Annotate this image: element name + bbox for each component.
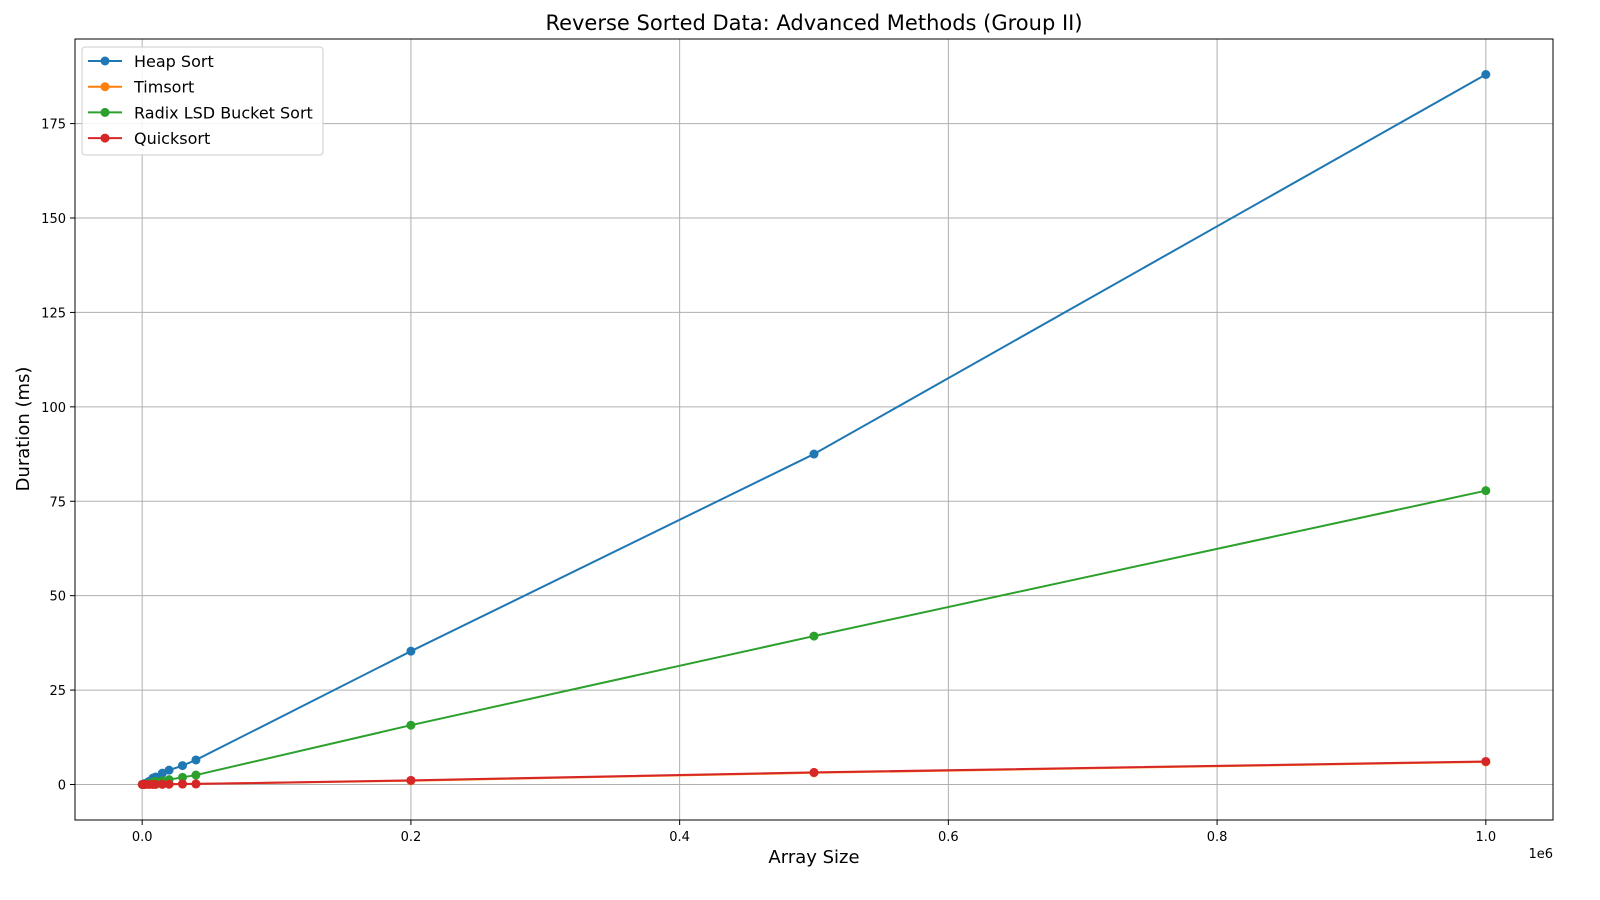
- legend-label: Quicksort: [134, 129, 210, 148]
- legend: Heap Sort Timsort Radix LSD Bucket Sort Qui…: [81, 46, 324, 156]
- data-point-heap-sort: [177, 761, 187, 771]
- data-point-quicksort: [164, 779, 174, 789]
- data-point-heap-sort: [1481, 70, 1491, 79]
- data-point-quicksort: [157, 779, 167, 789]
- data-point-heap-sort: [157, 768, 167, 778]
- y-tick-label: 50: [49, 590, 66, 605]
- x-axis-offset-label: 1e6: [1528, 847, 1553, 862]
- data-point-radix-lsd-bucket-sort: [191, 770, 201, 780]
- data-point-radix-lsd-bucket-sort: [1481, 486, 1491, 496]
- legend-label: Heap Sort: [134, 52, 214, 71]
- grid-layer: [75, 39, 1553, 820]
- data-point-heap-sort: [809, 449, 819, 459]
- data-point-radix-lsd-bucket-sort: [406, 720, 416, 730]
- legend-entry-radix-lsd-bucket-sort: Radix LSD Bucket Sort: [88, 103, 313, 122]
- y-axis-label: Duration (ms): [13, 367, 34, 492]
- data-point-heap-sort: [406, 646, 416, 656]
- legend-label: Timsort: [133, 78, 194, 97]
- y-tick-label: 150: [41, 212, 66, 227]
- legend-swatch-marker: [100, 82, 110, 92]
- y-tick-label: 175: [41, 118, 66, 133]
- x-axis-label: Array Size: [768, 847, 859, 868]
- legend-label: Radix LSD Bucket Sort: [134, 103, 313, 122]
- series-layer: [137, 70, 1491, 789]
- x-tick-label: 0.0: [132, 830, 153, 845]
- data-point-heap-sort: [164, 765, 174, 775]
- legend-swatch-marker: [100, 56, 110, 66]
- series-radix-lsd-bucket-sort: [137, 486, 1491, 789]
- series-quicksort: [137, 756, 1491, 789]
- legend-entry-heap-sort: Heap Sort: [88, 52, 214, 71]
- legend-swatch-marker: [100, 133, 110, 143]
- data-point-heap-sort: [191, 755, 201, 765]
- y-tick-label: 25: [49, 684, 66, 699]
- chart-title: Reverse Sorted Data: Advanced Methods (G…: [545, 11, 1082, 35]
- series-heap-sort: [137, 70, 1491, 789]
- series-line-heap-sort: [141, 73, 1487, 786]
- data-point-quicksort: [809, 767, 819, 777]
- x-tick-label: 0.4: [669, 830, 690, 845]
- data-point-quicksort: [406, 775, 416, 785]
- data-point-quicksort: [191, 779, 201, 789]
- x-tick-label: 0.2: [401, 830, 422, 845]
- tick-layer: 0.0 0.2 0.4 0.6 0.8 1.0 0 25 50 75 100 125 150 175: [41, 118, 1496, 845]
- x-tick-label: 1.0: [1475, 830, 1496, 845]
- data-point-radix-lsd-bucket-sort: [177, 772, 187, 782]
- data-point-radix-lsd-bucket-sort: [809, 631, 819, 641]
- legend-box: [81, 46, 324, 156]
- data-point-quicksort: [1481, 756, 1491, 766]
- legend-entry-timsort: Timsort: [88, 78, 194, 97]
- x-tick-label: 0.8: [1207, 830, 1228, 845]
- legend-swatch-marker: [100, 107, 110, 117]
- y-tick-label: 100: [41, 401, 66, 416]
- x-tick-label: 0.6: [938, 830, 959, 845]
- y-tick-label: 0: [58, 779, 66, 794]
- legend-entry-quicksort: Quicksort: [88, 129, 210, 148]
- y-tick-label: 75: [49, 495, 66, 510]
- data-point-quicksort: [151, 779, 161, 789]
- y-tick-label: 125: [41, 306, 66, 321]
- plot-frame: [74, 38, 1554, 821]
- data-point-quicksort: [177, 779, 187, 789]
